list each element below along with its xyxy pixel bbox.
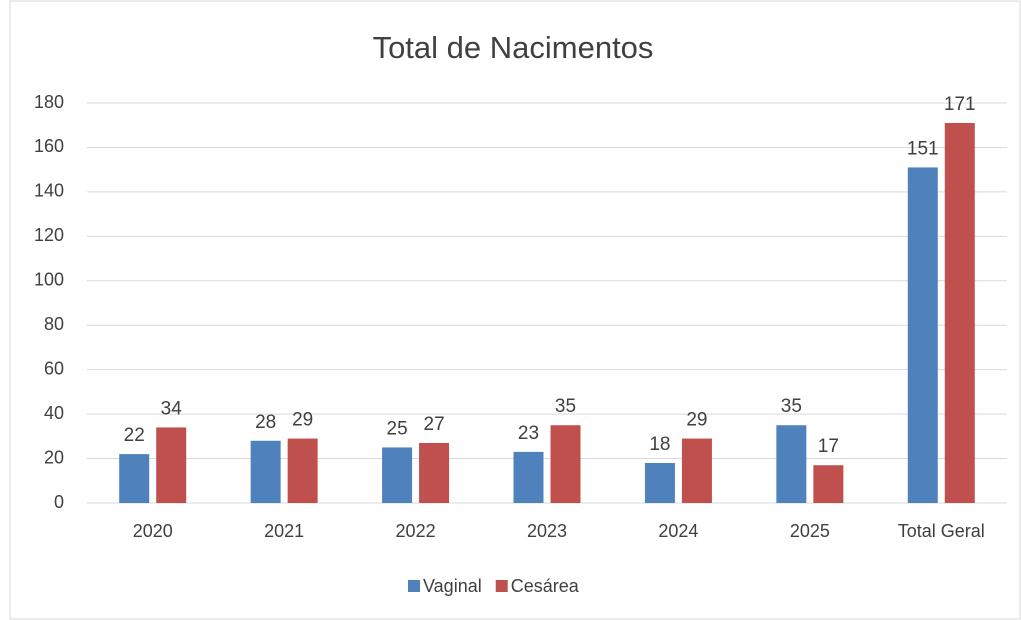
data-label: 18 — [649, 434, 670, 455]
data-label: 35 — [555, 396, 576, 417]
y-tick-label: 100 — [34, 270, 64, 290]
y-tick-label: 40 — [44, 403, 64, 423]
x-tick-label: 2024 — [658, 521, 698, 541]
chart-title: Total de Nacimentos — [373, 30, 654, 65]
data-label: 151 — [907, 138, 939, 159]
y-tick-label: 80 — [44, 314, 64, 334]
y-tick-label: 140 — [34, 181, 64, 201]
data-label: 25 — [387, 418, 408, 439]
legend-label: Cesárea — [511, 576, 580, 596]
bar — [250, 440, 281, 503]
x-tick-label: 2021 — [264, 521, 304, 541]
data-label: 17 — [818, 436, 839, 457]
bar — [382, 447, 413, 503]
y-tick-label: 180 — [34, 92, 64, 112]
y-tick-label: 160 — [34, 136, 64, 156]
y-tick-label: 120 — [34, 225, 64, 245]
bar — [419, 443, 450, 503]
x-tick-label: Total Geral — [898, 521, 985, 541]
data-label: 27 — [424, 414, 445, 435]
bar — [287, 438, 318, 503]
bar — [813, 465, 844, 503]
data-label: 22 — [124, 425, 145, 446]
bar — [513, 451, 544, 503]
bar — [156, 427, 187, 503]
data-label: 34 — [161, 398, 183, 419]
legend-swatch — [408, 580, 420, 592]
legend-label: Vaginal — [423, 576, 482, 596]
y-tick-label: 0 — [54, 492, 64, 512]
bar — [119, 454, 150, 503]
bar — [944, 123, 975, 503]
data-label: 28 — [255, 412, 276, 433]
data-label: 171 — [944, 94, 976, 115]
legend-swatch — [495, 580, 508, 592]
bar — [907, 167, 938, 503]
data-label: 29 — [292, 410, 313, 431]
data-label: 29 — [686, 410, 707, 431]
data-label: 35 — [781, 396, 802, 417]
y-tick-label: 60 — [44, 358, 64, 378]
bar — [644, 463, 675, 503]
bar — [681, 438, 712, 503]
y-tick-label: 20 — [44, 447, 64, 467]
data-label: 23 — [518, 423, 539, 444]
bar — [776, 425, 807, 503]
x-tick-label: 2025 — [790, 521, 830, 541]
chart-border — [9, 0, 1021, 620]
x-tick-label: 2020 — [133, 521, 173, 541]
x-tick-label: 2023 — [527, 521, 567, 541]
x-tick-label: 2022 — [396, 521, 436, 541]
bar — [550, 425, 581, 503]
